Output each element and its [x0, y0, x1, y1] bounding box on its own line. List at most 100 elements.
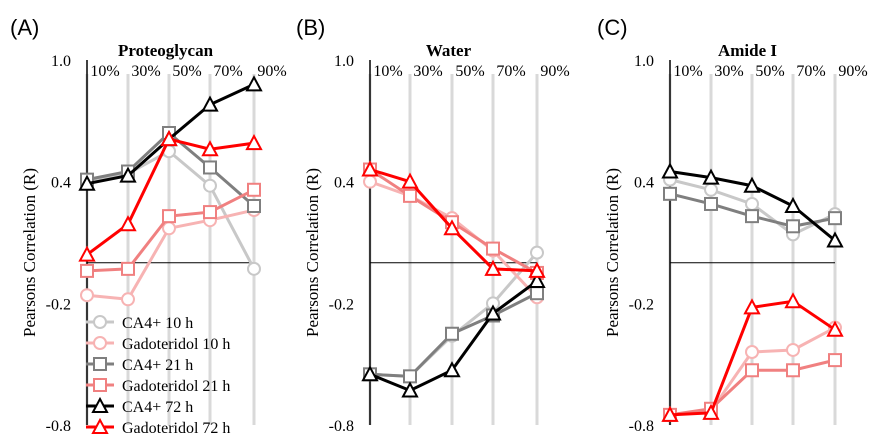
data-point: [247, 261, 261, 276]
data-point: [828, 353, 842, 368]
data-point: [784, 196, 802, 213]
data-point: [203, 205, 217, 220]
y-tick-label: -0.8: [46, 418, 71, 435]
data-point: [661, 405, 679, 422]
data-point: [826, 231, 844, 248]
y-tick-label: 1.0: [334, 53, 354, 70]
y-tick-label: -0.8: [629, 418, 654, 435]
chart-panel-2: (B) Water 1.0 0.4 -0.2 -0.8 10% 30% 50% 70% 90% Pea…: [296, 15, 570, 435]
data-point: [403, 188, 417, 203]
panel-letter: (B): [296, 15, 325, 40]
data-point: [484, 304, 502, 321]
legend-label: CA4+ 10 h: [122, 315, 193, 332]
data-point: [826, 320, 844, 337]
series-gadoteridol-72-h: [361, 160, 546, 278]
data-point: [162, 221, 176, 236]
data-point: [401, 172, 419, 189]
data-point: [486, 241, 500, 256]
data-point: [704, 182, 718, 197]
legend-entry: CA4+ 10 h: [86, 315, 193, 332]
data-point: [743, 298, 761, 315]
data-point: [443, 219, 461, 236]
data-point: [663, 186, 677, 201]
data-point: [443, 361, 461, 378]
legend-label: Gadoteridol 72 h: [122, 420, 230, 435]
series-ca4-72-h: [361, 271, 546, 398]
data-point: [786, 363, 800, 378]
panel-title: Water: [426, 41, 472, 60]
y-axis-label: Pearsons Correlation (R): [20, 168, 39, 337]
data-point: [401, 381, 419, 398]
legend-entry: Gadoteridol 72 h: [86, 417, 230, 435]
x-tick-label: 50%: [455, 63, 484, 80]
x-tick-label: 70%: [496, 63, 525, 80]
data-point: [484, 259, 502, 276]
data-point: [361, 160, 379, 177]
data-point: [745, 363, 759, 378]
data-point: [245, 75, 263, 92]
y-axis-label: Pearsons Correlation (R): [303, 168, 322, 337]
data-point: [528, 261, 546, 278]
x-tick-label: 30%: [413, 63, 442, 80]
x-tick-label: 50%: [172, 63, 201, 80]
x-tick-label: 10%: [373, 63, 402, 80]
data-point: [361, 365, 379, 382]
legend-entry: Gadoteridol 10 h: [86, 336, 230, 353]
series-ca4-72-h: [661, 162, 844, 248]
data-point: [203, 178, 217, 193]
series-gadoteridol-72-h: [78, 129, 263, 262]
y-tick-label: -0.2: [329, 296, 354, 313]
series-ca4-21-h: [663, 186, 842, 234]
legend-label: Gadoteridol 21 h: [122, 378, 230, 395]
x-tick-label: 90%: [257, 63, 286, 80]
data-point: [528, 271, 546, 289]
legend-marker: [91, 396, 109, 413]
data-point: [119, 166, 137, 183]
data-point: [247, 199, 261, 213]
legend-entry: Gadoteridol 21 h: [86, 378, 230, 395]
y-tick-label: 0.4: [634, 175, 654, 192]
legend-marker: [91, 417, 109, 434]
data-point: [745, 209, 759, 224]
legend-label: Gadoteridol 10 h: [122, 336, 230, 353]
data-point: [119, 215, 137, 232]
data-point: [160, 129, 178, 147]
data-point: [445, 326, 459, 341]
data-point: [745, 345, 759, 359]
legend: CA4+ 10 h Gadoteridol 10 h CA4+ 21 h Gadote…: [86, 315, 230, 435]
y-tick-label: -0.2: [629, 296, 654, 313]
y-tick-label: 0.4: [334, 175, 354, 192]
chart-panel-1: (A) Proteoglycan 1.0 0.4 -0.2 -0.8 10% 30% 50% 70…: [10, 15, 287, 435]
x-tick-label: 30%: [131, 63, 160, 80]
x-tick-label: 70%: [796, 63, 825, 80]
x-tick-label: 10%: [673, 63, 702, 80]
legend-entry: CA4+ 21 h: [86, 357, 193, 374]
panel-letter: (C): [597, 15, 628, 40]
x-tick-label: 50%: [755, 63, 784, 80]
data-point: [704, 196, 718, 211]
data-point: [743, 176, 761, 193]
data-point: [828, 211, 842, 226]
data-point: [80, 288, 94, 303]
data-point: [247, 182, 261, 197]
series-gadoteridol-10-h: [80, 203, 261, 307]
data-point: [201, 95, 219, 112]
chart-panel-3: (C) Amide I 1.0 0.4 -0.2 -0.8 10% 30% 50% 70% 90% P…: [597, 15, 868, 435]
data-point: [530, 286, 544, 301]
legend-label: CA4+ 21 h: [122, 357, 193, 374]
x-tick-label: 70%: [213, 63, 242, 80]
series-gadoteridol-72-h: [661, 292, 844, 422]
x-tick-label: 10%: [90, 63, 119, 80]
data-point: [661, 162, 679, 179]
y-tick-label: 1.0: [634, 53, 654, 70]
y-tick-label: -0.2: [46, 296, 71, 313]
data-point: [702, 403, 720, 420]
data-point: [201, 140, 219, 157]
data-point: [203, 160, 217, 175]
panel-letter: (A): [10, 15, 39, 40]
data-point: [121, 261, 135, 276]
y-tick-label: 1.0: [51, 53, 71, 70]
data-point: [121, 292, 135, 307]
data-point: [78, 245, 96, 262]
